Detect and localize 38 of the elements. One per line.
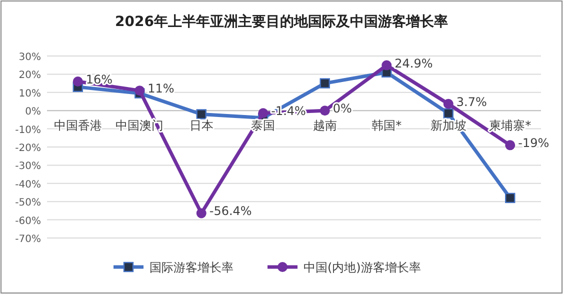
y-tick-label: -40% (15, 179, 41, 190)
point (258, 108, 268, 118)
point (505, 192, 516, 204)
x-tick-label: 日本 (189, 118, 214, 133)
point (196, 109, 206, 120)
y-tick-label: 30% (18, 52, 41, 63)
point (443, 98, 454, 109)
y-tick-label: -20% (15, 143, 41, 154)
data-label: 3.7% (456, 94, 487, 109)
x-tick-label: 柬埔寨* (489, 118, 532, 133)
data-label: 0% (332, 102, 352, 116)
point (382, 60, 392, 70)
data-label: -56.4% (209, 204, 252, 218)
y-tick-label: -10% (15, 124, 41, 136)
y-tick-label: -60% (15, 216, 41, 227)
point (443, 108, 454, 118)
y-tick-label: -50% (15, 198, 41, 209)
point (320, 78, 330, 88)
y-tick-label: 0% (25, 106, 41, 118)
x-tick-label: 中国香港 (54, 118, 102, 133)
point (505, 140, 516, 150)
data-label: 24.9% (394, 56, 433, 70)
x-tick-label: 越南 (312, 118, 337, 133)
y-tick-label: -70% (15, 234, 41, 245)
point (72, 76, 83, 86)
point (134, 86, 145, 96)
chart-title: 2026年上半年亚洲主要目的地国际及中国游客增长率 (115, 13, 448, 30)
x-tick-label: 韩国* (372, 118, 402, 133)
legend-label: 国际游客增长率 (150, 260, 234, 274)
point (196, 208, 206, 218)
y-tick-label: 10% (18, 88, 41, 100)
data-label: 16% (86, 72, 113, 86)
data-label: -19% (518, 136, 550, 150)
point (320, 106, 330, 116)
legend-label: 中国(内地)游客增长率 (304, 260, 421, 274)
y-tick-label: -30% (15, 161, 41, 172)
data-label: 11% (148, 82, 174, 96)
y-tick-label: 20% (18, 70, 41, 82)
